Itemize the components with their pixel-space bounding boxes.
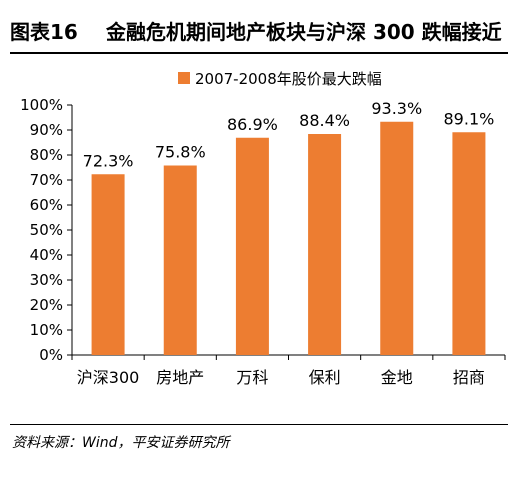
x-tick-label: 沪深300 bbox=[77, 368, 140, 387]
source-note: 资料来源：Wind，平安证券研究所 bbox=[12, 435, 230, 451]
x-tick-label: 房地产 bbox=[156, 368, 204, 387]
bar bbox=[452, 132, 486, 355]
figure-header: 图表16 金融危机期间地产板块与沪深 300 跌幅接近 bbox=[10, 14, 508, 48]
y-tick-label: 60% bbox=[30, 196, 63, 214]
y-tick-label: 80% bbox=[30, 146, 63, 164]
bar bbox=[91, 174, 125, 355]
figure-title: 金融危机期间地产板块与沪深 300 跌幅接近 bbox=[106, 20, 502, 44]
x-tick-label: 万科 bbox=[236, 368, 268, 387]
y-tick-label: 0% bbox=[39, 346, 63, 364]
bar-data-label: 93.3% bbox=[371, 99, 422, 118]
x-tick-label: 金地 bbox=[381, 368, 413, 387]
y-tick-label: 100% bbox=[20, 96, 63, 114]
x-tick-label: 招商 bbox=[453, 368, 485, 387]
y-tick-label: 10% bbox=[30, 321, 63, 339]
bar-data-label: 88.4% bbox=[299, 111, 350, 130]
bar bbox=[308, 134, 342, 355]
y-tick-label: 20% bbox=[30, 296, 63, 314]
bar-data-label: 89.1% bbox=[444, 109, 495, 128]
y-tick-label: 40% bbox=[30, 246, 63, 264]
title-divider bbox=[10, 52, 508, 54]
legend-label: 2007-2008年股价最大跌幅 bbox=[195, 70, 382, 88]
bar-data-label: 75.8% bbox=[155, 143, 206, 162]
bar bbox=[380, 121, 414, 355]
bar-chart: 0% 10% 20% 30% 40% 50% 60% 70% 80% 90% 100% 72.3% 沪深… bbox=[20, 96, 506, 387]
y-tick-label: 50% bbox=[30, 221, 63, 239]
x-tick-label: 保利 bbox=[309, 368, 341, 387]
bar bbox=[235, 137, 269, 355]
legend-swatch bbox=[178, 72, 190, 84]
bar bbox=[163, 165, 197, 355]
bar-data-label: 86.9% bbox=[227, 115, 278, 134]
bar-data-label: 72.3% bbox=[83, 151, 134, 170]
y-tick-label: 70% bbox=[30, 171, 63, 189]
y-tick-label: 30% bbox=[30, 271, 63, 289]
figure-label: 图表16 bbox=[10, 20, 78, 44]
source-divider bbox=[10, 424, 508, 425]
y-tick-label: 90% bbox=[30, 121, 63, 139]
